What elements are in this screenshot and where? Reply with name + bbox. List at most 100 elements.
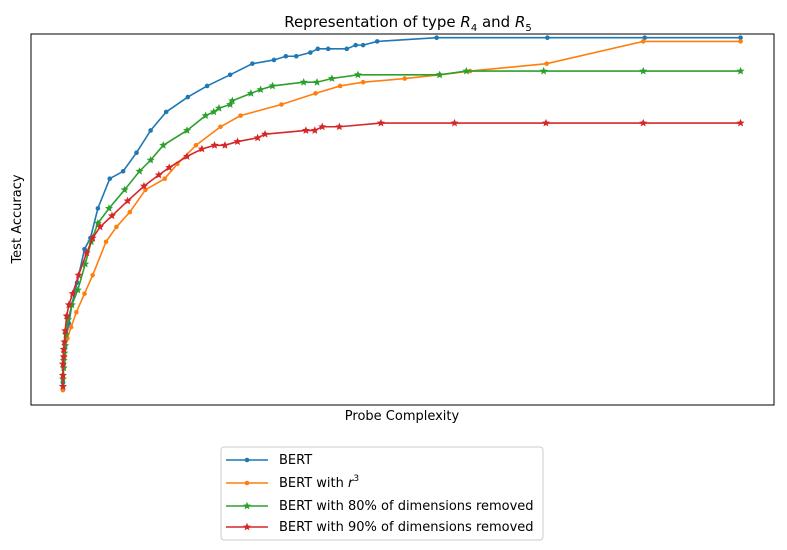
series-1-point [283, 53, 289, 59]
series-1-point [107, 176, 113, 181]
series-2-point [218, 124, 223, 130]
series-2-point [114, 224, 119, 230]
legend-frame [220, 446, 544, 541]
series-3-point [135, 167, 144, 175]
series-3-point [736, 66, 745, 75]
series-2 [60, 39, 743, 393]
series-2-point [103, 239, 109, 245]
series-3-point [209, 107, 218, 116]
series-4-point [58, 382, 67, 390]
series-3 [58, 66, 745, 390]
series-3-point [105, 204, 114, 212]
series-1-point [120, 168, 126, 174]
series-3-point [462, 66, 471, 75]
x-axis-label: Probe Complexity [345, 409, 460, 424]
series-2-point [738, 39, 743, 44]
series-1-point [360, 42, 366, 48]
legend-samples [226, 457, 268, 531]
series-2-point [162, 176, 168, 181]
series-1-point [308, 50, 313, 55]
series-4-point [64, 300, 73, 309]
legend-label-bert-80: BERT with 80% of dimensions removed [279, 499, 534, 514]
series-1-point [148, 128, 153, 133]
legend: BERT BERT with r3 BERT with 80% of dimen… [220, 446, 544, 541]
series-1-point [271, 57, 277, 63]
series-4-point [139, 181, 148, 190]
series-3-point [159, 141, 168, 149]
series-2-point [360, 79, 366, 85]
series-3-line [62, 70, 741, 387]
series-4-point [736, 118, 745, 127]
series-1 [60, 35, 743, 386]
series-1-point [134, 150, 139, 156]
series-4-point [82, 248, 91, 257]
plot-series [58, 35, 745, 393]
plot-frame [30, 33, 775, 406]
series-1-point [434, 35, 439, 41]
series-4-point [165, 163, 174, 171]
series-3-point [539, 66, 548, 75]
series-2-point [313, 91, 318, 96]
series-3-point [639, 66, 648, 75]
series-3-point [256, 85, 265, 94]
series-2-point [402, 76, 408, 81]
series-4-point [59, 345, 68, 353]
series-4-point [210, 141, 219, 149]
series-1-point [344, 46, 350, 52]
series-2-point [68, 324, 74, 330]
legend-label-bert-90: BERT with 90% of dimensions removed [279, 520, 534, 535]
series-2-point [127, 209, 133, 215]
series-3-point [201, 111, 210, 120]
series-3-point [226, 100, 235, 108]
series-1-point [82, 246, 87, 252]
series-1-point [325, 46, 331, 52]
legend-marker-3 [243, 501, 251, 510]
series-3-point [61, 330, 70, 338]
series-1-point [227, 72, 233, 78]
series-3-point [73, 285, 82, 294]
series-2-point [193, 143, 199, 148]
series-2-point [337, 83, 343, 89]
series-3-point [146, 155, 155, 164]
series-4-point [310, 126, 319, 134]
series-3-point [313, 78, 322, 86]
series-3-point [183, 126, 192, 134]
series-4-point [154, 170, 163, 179]
series-4-point [220, 141, 229, 149]
series-4-point [58, 371, 67, 379]
series-1-point [374, 39, 380, 44]
series-4-point [253, 133, 262, 142]
series-3-point [435, 70, 444, 79]
series-3-point [246, 89, 255, 97]
series-1-point [315, 46, 321, 52]
series-4-point [62, 311, 71, 320]
series-4-point [88, 233, 97, 242]
series-4-point [68, 289, 77, 298]
series-4-point [123, 196, 132, 205]
series-1-point [185, 94, 191, 100]
series-1-point [250, 61, 255, 66]
series-3-point [327, 74, 336, 82]
chart-title: Representation of type R4 and R5 [284, 13, 532, 34]
legend-marker-2 [244, 480, 250, 486]
series-4-point [318, 122, 327, 131]
legend-marker-1 [244, 457, 250, 463]
series-2-point [238, 113, 243, 118]
y-axis-label: Test Accuracy [10, 174, 25, 264]
legend-label-bert: BERT [279, 453, 312, 468]
series-4-point [450, 118, 459, 127]
series-1-point [642, 35, 648, 41]
series-4-point [335, 122, 344, 131]
series-4-point [59, 352, 68, 361]
series-2-point [74, 309, 79, 315]
series-2-point [640, 39, 646, 44]
series-1-point [293, 53, 299, 59]
series-4-line [62, 122, 741, 387]
series-4-point [61, 326, 70, 335]
series-4-point [183, 152, 192, 160]
series-2-point [90, 272, 95, 278]
series-1-point [545, 35, 550, 41]
series-4-point [541, 118, 550, 127]
series-4-point [301, 126, 310, 134]
